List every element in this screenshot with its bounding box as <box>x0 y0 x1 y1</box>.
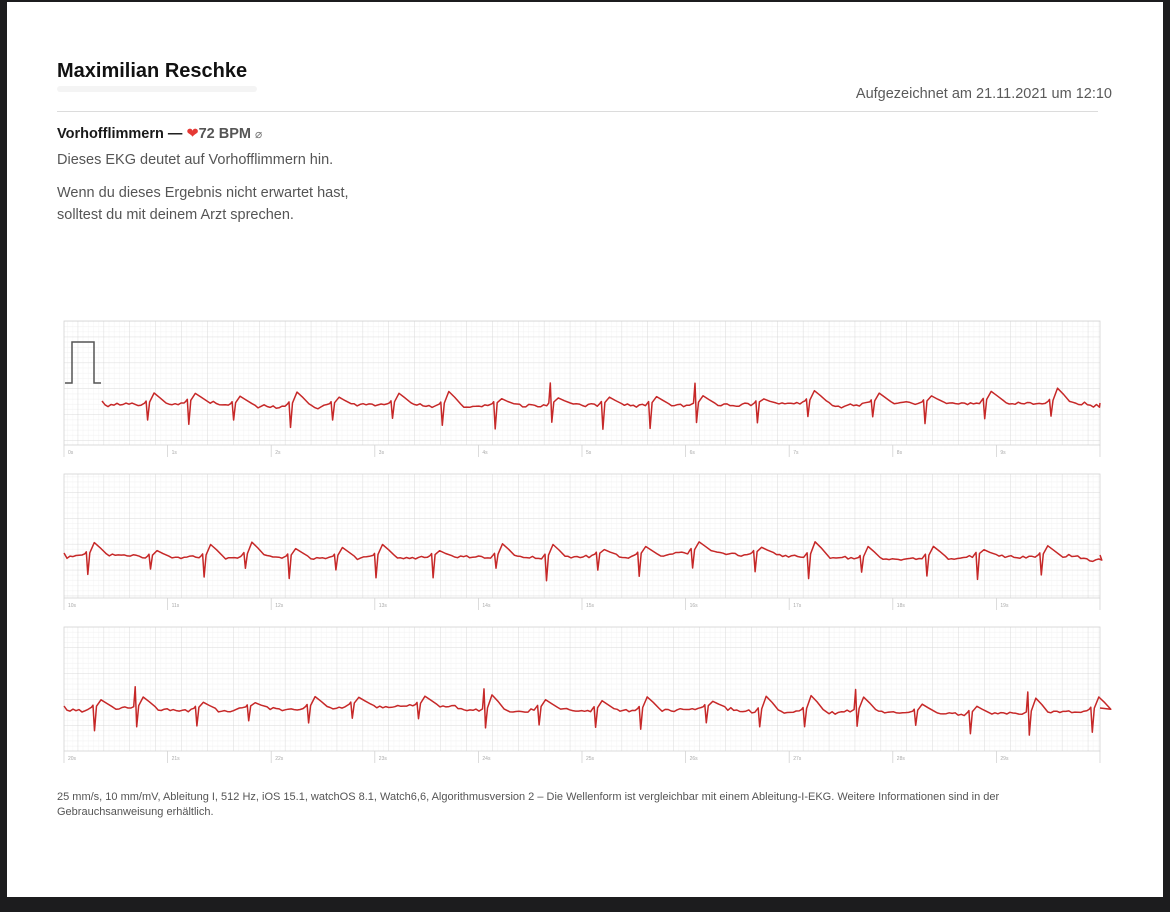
second-label: 28s <box>897 756 906 762</box>
second-label: 18s <box>897 603 906 609</box>
ecg-trace <box>63 541 1103 582</box>
recording-timestamp: Aufgezeichnet am 21.11.2021 um 12:10 <box>855 86 1112 102</box>
redacted-birthdate <box>57 86 257 92</box>
ecg-grid <box>63 626 1101 752</box>
ecg-strip-1: 0s 1s 2s 3s 4s 5s 6s 7s 8s 9s <box>63 320 1101 457</box>
second-label: 11s <box>172 603 180 609</box>
second-label: 5s <box>586 450 592 456</box>
ecg-strip-3: 20s 21s 22s 23s 24s 25s 26s 27s 28s 29s <box>63 626 1112 763</box>
ecg-grid <box>63 473 1101 599</box>
classification-label: Vorhofflimmern <box>57 126 164 142</box>
second-label: 17s <box>793 603 802 609</box>
patient-name: Maximilian Reschke <box>57 60 248 82</box>
second-label: 3s <box>379 450 385 456</box>
ecg-trace <box>101 382 1101 430</box>
second-label: 25s <box>586 756 595 762</box>
second-label: 10s <box>68 603 77 609</box>
second-label: 6s <box>690 450 696 456</box>
second-label: 2s <box>275 450 281 456</box>
second-label: 0s <box>68 450 74 456</box>
ecg-trace <box>63 685 1112 736</box>
second-label: 29s <box>1000 756 1009 762</box>
header-divider <box>57 111 1098 112</box>
second-label: 13s <box>379 603 388 609</box>
result-summary: Vorhofflimmern — ❤72 BPM ⌀ <box>57 126 262 142</box>
technical-footer: 25 mm/s, 10 mm/mV, Ableitung I, 512 Hz, … <box>57 791 1000 818</box>
second-label: 12s <box>275 603 284 609</box>
heart-icon: ❤ <box>186 126 199 142</box>
second-label: 14s <box>482 603 491 609</box>
second-label: 19s <box>1000 603 1009 609</box>
result-description: Dieses EKG deutet auf Vorhofflimmern hin… <box>57 152 334 168</box>
second-label: 24s <box>482 756 491 762</box>
second-label: 8s <box>897 450 903 456</box>
result-advice: Wenn du dieses Ergebnis nicht erwartet h… <box>57 185 349 223</box>
second-label: 4s <box>482 450 488 456</box>
average-icon: ⌀ <box>255 127 263 141</box>
second-label: 1s <box>172 450 178 456</box>
second-label: 20s <box>68 756 77 762</box>
second-label: 7s <box>793 450 799 456</box>
classification-separator: — <box>167 126 183 142</box>
second-label: 16s <box>690 603 699 609</box>
second-label: 21s <box>172 756 181 762</box>
second-label: 27s <box>793 756 802 762</box>
ecg-strip-2: 10s 11s 12s 13s 14s 15s 16s 17s 18s 19s <box>63 473 1103 610</box>
second-label: 26s <box>690 756 699 762</box>
heart-rate-value: 72 BPM <box>198 126 251 142</box>
second-label: 22s <box>275 756 284 762</box>
second-label: 15s <box>586 603 595 609</box>
calibration-pulse <box>65 341 101 384</box>
second-label: 9s <box>1000 450 1006 456</box>
second-label: 23s <box>379 756 388 762</box>
ecg-grid <box>63 320 1101 446</box>
